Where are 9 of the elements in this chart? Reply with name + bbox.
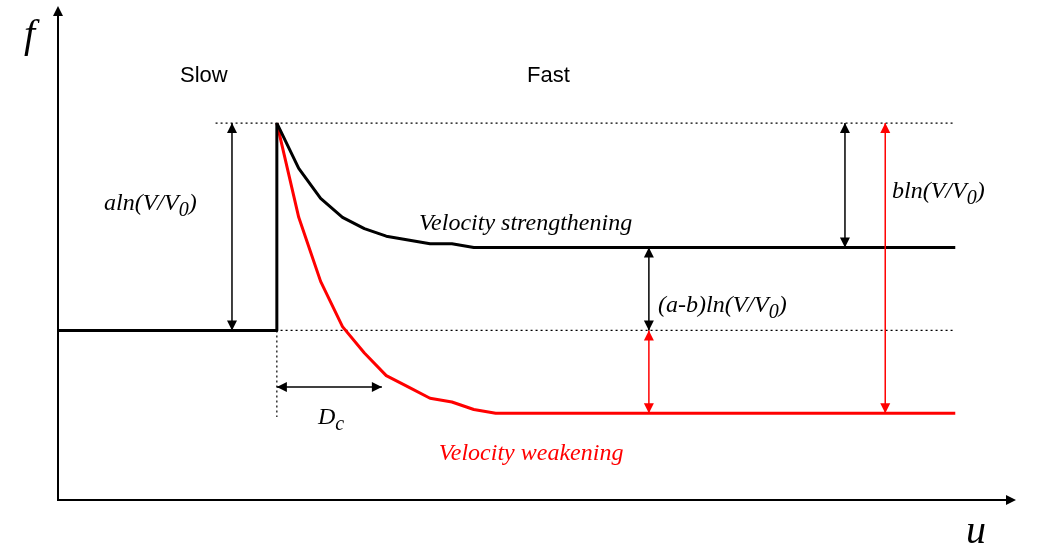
series-label: Velocity weakening: [438, 438, 624, 465]
annotation: (a-b)ln(V/V$_{0}$): [658, 291, 787, 322]
annotation: D$_{c}$: [318, 403, 345, 434]
series-label: Velocity strengthening: [419, 208, 633, 235]
annotation: bln(V/V$_{0}$): [892, 177, 985, 208]
text: Fast: [527, 62, 570, 87]
text: Slow: [180, 62, 228, 87]
x-axis-title: u: [966, 507, 986, 552]
annotation: aln(V/V$_{0}$): [104, 189, 197, 220]
